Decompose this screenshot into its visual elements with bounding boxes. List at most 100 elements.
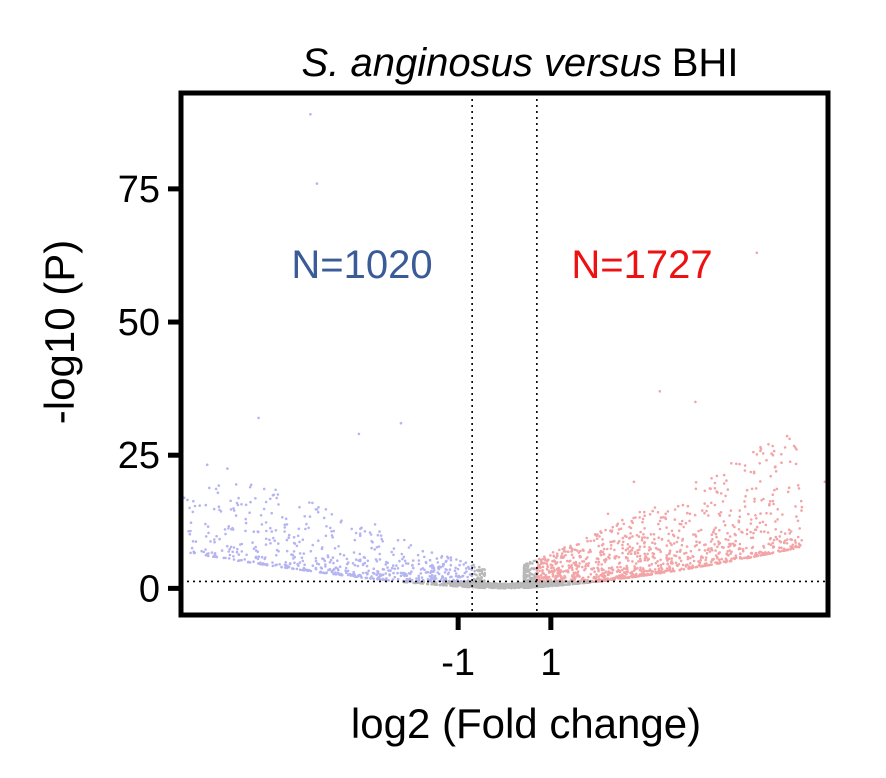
data-point	[386, 566, 389, 569]
data-point	[776, 518, 779, 521]
data-point	[609, 540, 612, 544]
data-point	[694, 481, 698, 484]
data-point	[666, 510, 670, 513]
data-point	[553, 569, 556, 573]
data-point	[375, 559, 379, 563]
data-point	[292, 541, 296, 545]
data-point	[278, 563, 282, 566]
data-point	[681, 539, 684, 542]
data-point	[755, 517, 758, 520]
data-point	[794, 446, 797, 449]
data-point	[547, 584, 551, 588]
data-point	[689, 566, 692, 570]
data-point	[615, 575, 618, 578]
data-point	[651, 509, 654, 513]
data-point	[440, 554, 444, 558]
data-point	[785, 434, 789, 438]
data-point	[559, 560, 562, 564]
data-point	[358, 532, 362, 535]
data-point	[800, 509, 803, 512]
data-point	[476, 569, 480, 573]
data-point	[599, 549, 603, 553]
data-point	[617, 569, 621, 573]
data-point	[654, 571, 658, 575]
data-point	[717, 512, 721, 516]
data-point	[703, 511, 706, 515]
data-point	[473, 585, 476, 588]
data-point	[613, 548, 616, 552]
data-point	[327, 568, 330, 572]
data-point	[558, 572, 562, 576]
data-point	[680, 523, 683, 526]
data-point	[783, 539, 787, 542]
data-point	[332, 568, 335, 572]
data-point	[579, 555, 582, 558]
data-point	[338, 552, 342, 556]
data-point	[667, 539, 670, 542]
data-point	[207, 554, 210, 558]
data-point	[550, 583, 553, 587]
data-point	[789, 548, 792, 551]
data-point	[582, 581, 586, 585]
data-point	[524, 564, 528, 568]
data-point	[612, 578, 616, 581]
data-point	[620, 573, 624, 576]
data-point	[643, 557, 647, 560]
data-point	[384, 563, 388, 566]
data-point	[227, 557, 231, 560]
data-point	[617, 556, 621, 559]
data-point	[275, 554, 278, 557]
data-point	[459, 579, 463, 583]
data-point	[578, 562, 581, 565]
data-point	[638, 548, 641, 551]
data-point	[508, 586, 512, 589]
data-point	[361, 571, 365, 575]
data-point	[429, 575, 433, 579]
data-point	[641, 517, 645, 521]
data-point	[217, 484, 221, 487]
data-point	[311, 501, 314, 505]
data-point	[407, 579, 410, 583]
data-point	[798, 527, 801, 530]
data-point	[401, 564, 405, 567]
data-point	[423, 568, 426, 572]
data-point	[437, 566, 440, 570]
data-point	[794, 505, 797, 508]
data-point	[599, 573, 602, 577]
data-point	[235, 550, 239, 554]
data-point	[350, 527, 354, 531]
data-point	[231, 550, 234, 554]
data-point	[668, 549, 672, 552]
data-point	[550, 569, 554, 573]
data-point	[529, 577, 532, 580]
data-point	[544, 580, 547, 583]
data-point	[600, 567, 604, 570]
data-point	[640, 538, 644, 542]
data-point	[705, 509, 708, 513]
data-point	[269, 542, 272, 545]
data-point	[729, 552, 732, 555]
data-point	[512, 582, 516, 585]
data-point	[395, 564, 398, 567]
data-point	[555, 552, 559, 555]
data-point	[333, 547, 337, 550]
data-point	[277, 542, 280, 545]
data-point	[401, 557, 404, 561]
data-point	[788, 532, 791, 535]
data-point	[621, 551, 624, 555]
data-point	[358, 552, 362, 556]
data-point	[755, 251, 759, 255]
up-regulated-count-label: N=1727	[571, 243, 712, 287]
data-point	[714, 532, 718, 536]
data-point	[642, 510, 646, 514]
data-point	[396, 538, 400, 542]
data-point	[372, 567, 376, 570]
data-point	[601, 572, 604, 575]
data-point	[270, 511, 274, 515]
data-point	[410, 578, 414, 582]
data-point	[525, 574, 528, 578]
data-point	[433, 575, 436, 579]
data-point	[634, 562, 638, 565]
data-point	[610, 529, 614, 532]
data-point	[264, 500, 268, 504]
